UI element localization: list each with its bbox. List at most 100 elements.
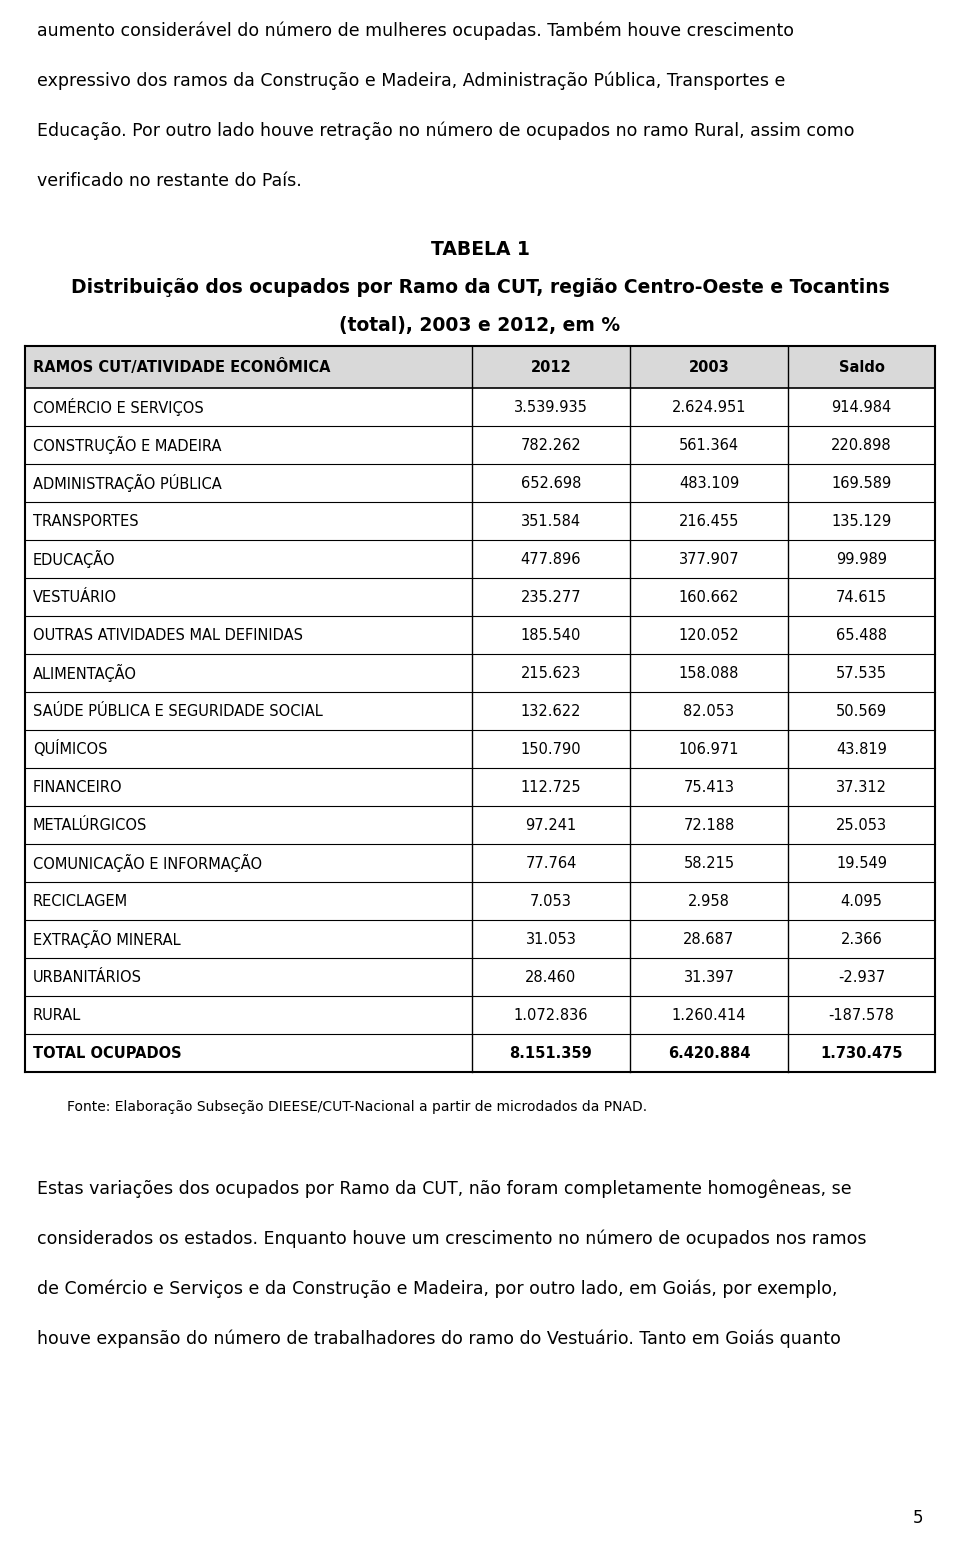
Text: 77.764: 77.764 bbox=[525, 856, 577, 870]
Text: expressivo dos ramos da Construção e Madeira, Administração Pública, Transportes: expressivo dos ramos da Construção e Mad… bbox=[37, 73, 785, 91]
Bar bbox=[25, 464, 935, 502]
Text: -187.578: -187.578 bbox=[828, 1007, 895, 1023]
Text: ALIMENTAÇÃO: ALIMENTAÇÃO bbox=[33, 664, 137, 681]
Text: 351.584: 351.584 bbox=[521, 513, 581, 528]
Text: 31.053: 31.053 bbox=[525, 932, 576, 947]
Bar bbox=[25, 806, 935, 844]
Bar bbox=[25, 997, 935, 1034]
Text: 57.535: 57.535 bbox=[836, 666, 887, 680]
Text: COMUNICAÇÃO E INFORMAÇÃO: COMUNICAÇÃO E INFORMAÇÃO bbox=[33, 854, 262, 871]
Text: TABELA 1: TABELA 1 bbox=[431, 239, 529, 260]
Text: 3.539.935: 3.539.935 bbox=[514, 400, 588, 414]
Text: EXTRAÇÃO MINERAL: EXTRAÇÃO MINERAL bbox=[33, 930, 180, 949]
Text: 561.364: 561.364 bbox=[679, 437, 739, 453]
Bar bbox=[25, 958, 935, 997]
Text: aumento considerável do número de mulheres ocupadas. Também houve crescimento: aumento considerável do número de mulher… bbox=[37, 22, 794, 40]
Text: 112.725: 112.725 bbox=[520, 780, 582, 794]
Text: ADMINISTRAÇÃO PÚBLICA: ADMINISTRAÇÃO PÚBLICA bbox=[33, 474, 222, 491]
Text: CONSTRUÇÃO E MADEIRA: CONSTRUÇÃO E MADEIRA bbox=[33, 436, 222, 454]
Text: TOTAL OCUPADOS: TOTAL OCUPADOS bbox=[33, 1046, 181, 1060]
Bar bbox=[25, 426, 935, 463]
Bar bbox=[25, 541, 935, 578]
Text: 150.790: 150.790 bbox=[520, 742, 582, 757]
Text: COMÉRCIO E SERVIÇOS: COMÉRCIO E SERVIÇOS bbox=[33, 399, 204, 416]
Text: RURAL: RURAL bbox=[33, 1007, 82, 1023]
Text: 135.129: 135.129 bbox=[831, 513, 892, 528]
Bar bbox=[25, 388, 935, 426]
Text: 169.589: 169.589 bbox=[831, 476, 892, 490]
Text: OUTRAS ATIVIDADES MAL DEFINIDAS: OUTRAS ATIVIDADES MAL DEFINIDAS bbox=[33, 627, 303, 643]
Bar bbox=[25, 768, 935, 806]
Text: 65.488: 65.488 bbox=[836, 627, 887, 643]
Bar bbox=[25, 654, 935, 692]
Text: SAÚDE PÚBLICA E SEGURIDADE SOCIAL: SAÚDE PÚBLICA E SEGURIDADE SOCIAL bbox=[33, 703, 323, 718]
Text: 216.455: 216.455 bbox=[679, 513, 739, 528]
Text: 25.053: 25.053 bbox=[836, 817, 887, 833]
Text: houve expansão do número de trabalhadores do ramo do Vestuário. Tanto em Goiás q: houve expansão do número de trabalhadore… bbox=[37, 1330, 841, 1349]
Text: QUÍMICOS: QUÍMICOS bbox=[33, 740, 108, 757]
Text: 58.215: 58.215 bbox=[684, 856, 734, 870]
Bar bbox=[25, 502, 935, 541]
Text: TRANSPORTES: TRANSPORTES bbox=[33, 513, 138, 528]
Text: 120.052: 120.052 bbox=[679, 627, 739, 643]
Text: EDUCAÇÃO: EDUCAÇÃO bbox=[33, 550, 115, 569]
Text: 1.260.414: 1.260.414 bbox=[672, 1007, 746, 1023]
Text: 6.420.884: 6.420.884 bbox=[668, 1046, 751, 1060]
Text: 50.569: 50.569 bbox=[836, 703, 887, 718]
Text: RAMOS CUT/ATIVIDADE ECONÔMICA: RAMOS CUT/ATIVIDADE ECONÔMICA bbox=[33, 358, 330, 375]
Text: considerados os estados. Enquanto houve um crescimento no número de ocupados nos: considerados os estados. Enquanto houve … bbox=[37, 1230, 867, 1248]
Text: 914.984: 914.984 bbox=[831, 400, 892, 414]
Text: 220.898: 220.898 bbox=[831, 437, 892, 453]
Text: 235.277: 235.277 bbox=[520, 590, 582, 604]
Bar bbox=[25, 346, 935, 388]
Text: 7.053: 7.053 bbox=[530, 893, 572, 908]
Text: 37.312: 37.312 bbox=[836, 780, 887, 794]
Text: 74.615: 74.615 bbox=[836, 590, 887, 604]
Text: 2.624.951: 2.624.951 bbox=[672, 400, 746, 414]
Text: Estas variações dos ocupados por Ramo da CUT, não foram completamente homogêneas: Estas variações dos ocupados por Ramo da… bbox=[37, 1180, 852, 1199]
Text: 483.109: 483.109 bbox=[679, 476, 739, 490]
Text: Fonte: Elaboração Subseção DIEESE/CUT-Nacional a partir de microdados da PNAD.: Fonte: Elaboração Subseção DIEESE/CUT-Na… bbox=[67, 1100, 647, 1114]
Text: URBANITÁRIOS: URBANITÁRIOS bbox=[33, 970, 142, 984]
Bar bbox=[25, 1034, 935, 1072]
Text: 31.397: 31.397 bbox=[684, 970, 734, 984]
Text: 2.958: 2.958 bbox=[688, 893, 730, 908]
Bar bbox=[25, 616, 935, 654]
Text: METALÚRGICOS: METALÚRGICOS bbox=[33, 817, 148, 833]
Text: 215.623: 215.623 bbox=[521, 666, 581, 680]
Bar bbox=[25, 692, 935, 729]
Text: 2.366: 2.366 bbox=[841, 932, 882, 947]
Text: 132.622: 132.622 bbox=[520, 703, 581, 718]
Text: 75.413: 75.413 bbox=[684, 780, 734, 794]
Bar bbox=[25, 578, 935, 616]
Text: 43.819: 43.819 bbox=[836, 742, 887, 757]
Text: 2003: 2003 bbox=[688, 360, 730, 374]
Text: 72.188: 72.188 bbox=[684, 817, 734, 833]
Text: 1.072.836: 1.072.836 bbox=[514, 1007, 588, 1023]
Text: 477.896: 477.896 bbox=[520, 552, 581, 567]
Text: 82.053: 82.053 bbox=[684, 703, 734, 718]
Text: de Comércio e Serviços e da Construção e Madeira, por outro lado, em Goiás, por : de Comércio e Serviços e da Construção e… bbox=[37, 1279, 837, 1298]
Text: 4.095: 4.095 bbox=[841, 893, 882, 908]
Text: 19.549: 19.549 bbox=[836, 856, 887, 870]
Text: 1.730.475: 1.730.475 bbox=[820, 1046, 902, 1060]
Text: 28.460: 28.460 bbox=[525, 970, 577, 984]
Text: 652.698: 652.698 bbox=[521, 476, 581, 490]
Text: 158.088: 158.088 bbox=[679, 666, 739, 680]
Bar bbox=[25, 919, 935, 958]
Text: Saldo: Saldo bbox=[839, 360, 884, 374]
Text: 97.241: 97.241 bbox=[525, 817, 577, 833]
Text: VESTUÁRIO: VESTUÁRIO bbox=[33, 590, 117, 604]
Text: 99.989: 99.989 bbox=[836, 552, 887, 567]
Text: -2.937: -2.937 bbox=[838, 970, 885, 984]
Text: verificado no restante do País.: verificado no restante do País. bbox=[37, 171, 301, 190]
Text: 8.151.359: 8.151.359 bbox=[510, 1046, 592, 1060]
Text: Educação. Por outro lado houve retração no número de ocupados no ramo Rural, ass: Educação. Por outro lado houve retração … bbox=[37, 122, 854, 141]
Bar bbox=[25, 844, 935, 882]
Text: RECICLAGEM: RECICLAGEM bbox=[33, 893, 128, 908]
Text: 2012: 2012 bbox=[531, 360, 571, 374]
Bar bbox=[25, 729, 935, 768]
Text: 185.540: 185.540 bbox=[521, 627, 581, 643]
Text: 5: 5 bbox=[913, 1509, 923, 1526]
Text: FINANCEIRO: FINANCEIRO bbox=[33, 780, 123, 794]
